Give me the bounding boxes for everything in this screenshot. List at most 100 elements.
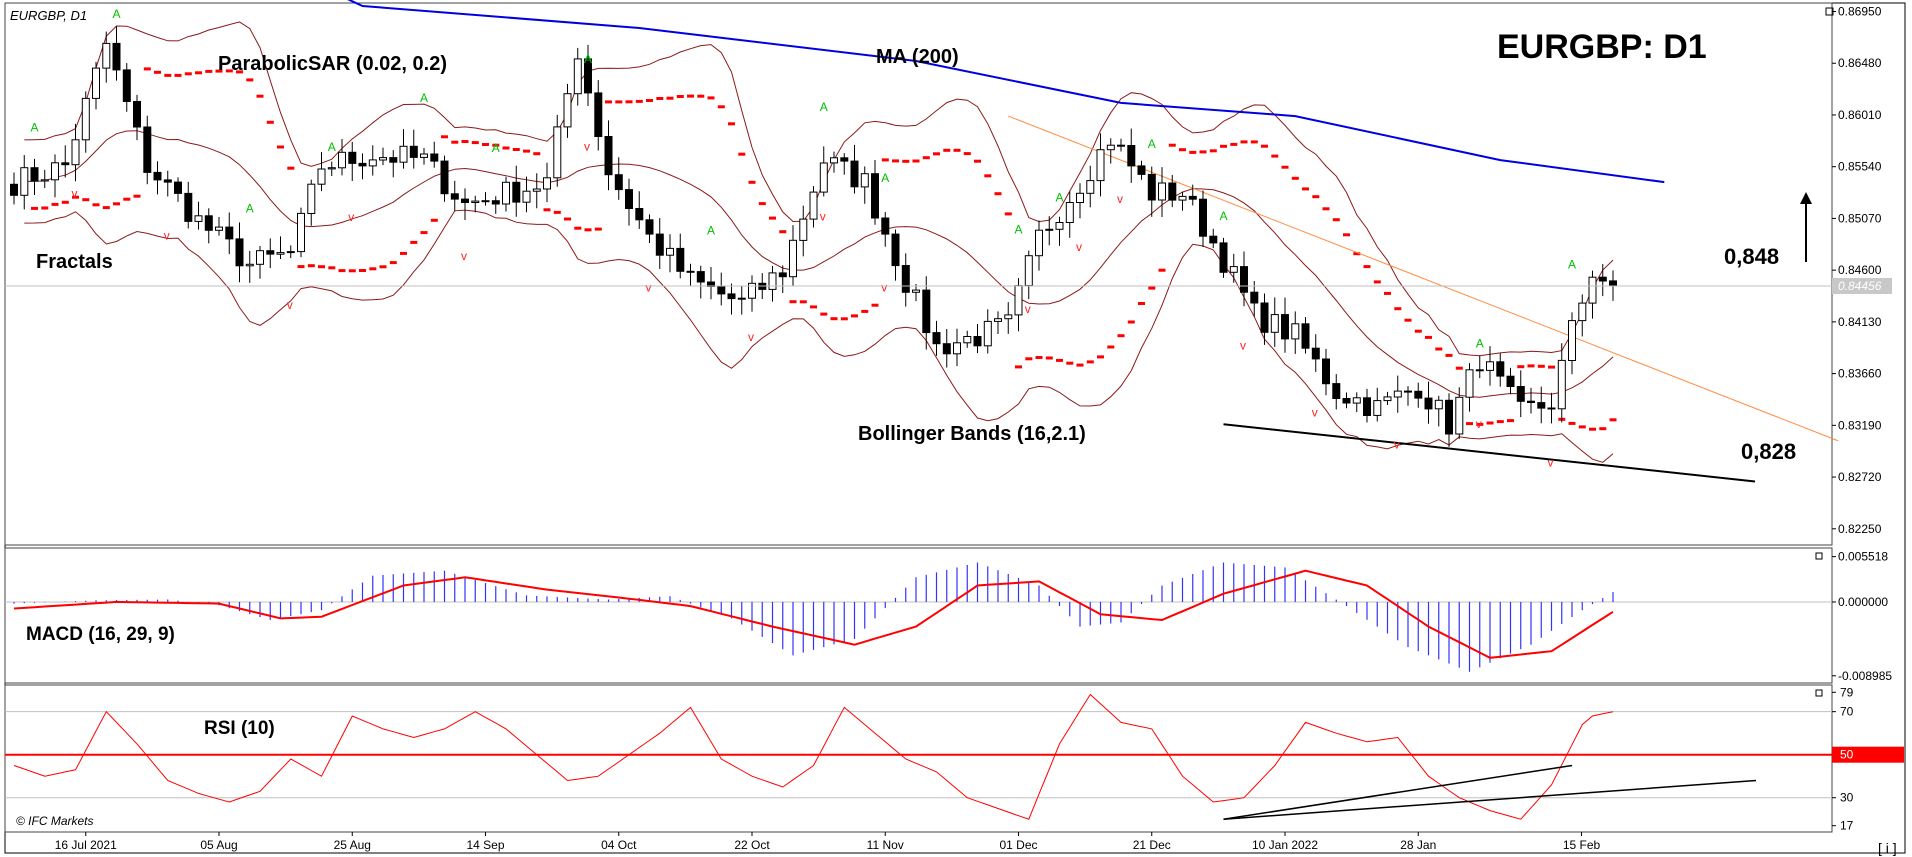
label-ma200: MA (200) [876,46,959,68]
current-price-label: 0.84456 [1838,279,1882,293]
sar-dot [1004,212,1012,216]
candle-down [717,285,726,295]
candle-down [1342,398,1351,404]
price-axis-label: 0.85070 [1838,211,1882,225]
candle-down [450,193,459,200]
candle-down [1609,280,1617,287]
sar-dot [1148,286,1156,290]
corner-label[interactable]: [ i ] [1878,840,1897,856]
candle-up [860,173,869,188]
date-axis-label: 11 Nov [867,838,904,852]
macd-signal-line [13,569,1614,659]
sar-dot [1455,366,1463,370]
sar-dot [717,105,725,109]
fractal-up-marker: A [1056,191,1064,205]
sar-dot [205,69,213,73]
fractal-down-marker: v [1240,339,1246,353]
macd-panel-frame [4,547,1833,684]
candle-down [430,153,439,162]
sar-dot [1302,187,1309,191]
fractal-down-marker: v [287,298,293,312]
sar-dot [666,96,674,100]
sar-dot [369,267,377,271]
candle-down [1219,242,1228,273]
candle-down [1301,323,1310,349]
sar-dot [92,203,100,207]
candle-up [368,159,377,167]
candle-up [532,188,541,192]
chart-title: EURGBP: D1 [1497,28,1707,66]
candle-down [1475,369,1484,372]
candle-down [1445,399,1453,435]
fractal-down-marker: v [1476,417,1482,431]
candle-up [1393,390,1402,398]
candle-up [1086,180,1095,194]
fractal-down-marker: v [748,330,754,344]
sar-dot [1015,365,1022,369]
sar-dot [430,218,438,222]
candle-down [635,208,644,221]
sar-dot [523,149,530,153]
candle-down [942,343,951,355]
candle-down [1424,397,1433,410]
sar-dot [1599,427,1607,431]
candle-down [266,250,275,255]
candle-down [1117,144,1125,147]
candle-down [1281,314,1289,340]
candle-up [1004,314,1013,320]
sar-dot [154,70,161,74]
candle-up [799,218,808,241]
candle-down [1547,407,1556,410]
candle-down [61,162,70,166]
sar-dot [697,94,705,98]
rsi-axis-label: 30 [1840,791,1854,805]
sar-dot [512,148,520,151]
sar-dot [461,140,469,143]
candle-up [1588,276,1597,304]
candle-up [543,177,551,190]
sar-dot [82,198,90,202]
candle-up [502,181,510,205]
price-axis-label: 0.83660 [1838,367,1882,381]
fractal-up-marker: A [881,171,889,185]
sar-dot [1250,140,1258,144]
sar-dot [635,99,643,103]
fractal-up-marker: A [113,7,121,21]
candle-down [1527,400,1535,404]
bollinger-lower-line [24,209,1614,463]
sar-dot [123,197,131,201]
candle-down [163,179,172,183]
symbol-header: EURGBP, D1 [10,8,87,23]
candle-down [1199,198,1207,237]
candle-down [1137,165,1146,175]
candle-down [871,173,879,219]
sar-dot [1435,347,1443,351]
fractal-up-marker: A [584,52,592,66]
candle-down [1598,276,1607,282]
sar-dot [1240,140,1248,144]
sar-dot [553,210,561,214]
candle-down [1209,235,1218,244]
candle-down [645,219,654,235]
sar-dot [1486,421,1494,425]
sar-dot [584,228,592,232]
fractal-up-marker: A [31,121,39,135]
restore-icon [1815,552,1823,560]
sar-dot [143,67,151,71]
fractal-up-marker: A [420,91,428,105]
axes: 0.86950 0.86480 0.86010 0.85540 0.85070 0.846… [55,5,1904,852]
price-axis-label: 0.85540 [1838,160,1882,174]
sar-dot [1373,280,1381,284]
sar-dot [1097,355,1104,359]
candle-up [245,263,254,267]
sar-dot [851,314,858,318]
sar-dot [307,264,315,268]
fractal-down-marker: v [820,209,826,223]
candle-down [1147,173,1156,201]
label-bollinger: Bollinger Bands (16,2.1) [858,423,1086,445]
candle-down [389,157,398,163]
sar-dot [277,145,284,149]
sar-dot [1117,334,1125,338]
sar-dot [225,69,233,73]
